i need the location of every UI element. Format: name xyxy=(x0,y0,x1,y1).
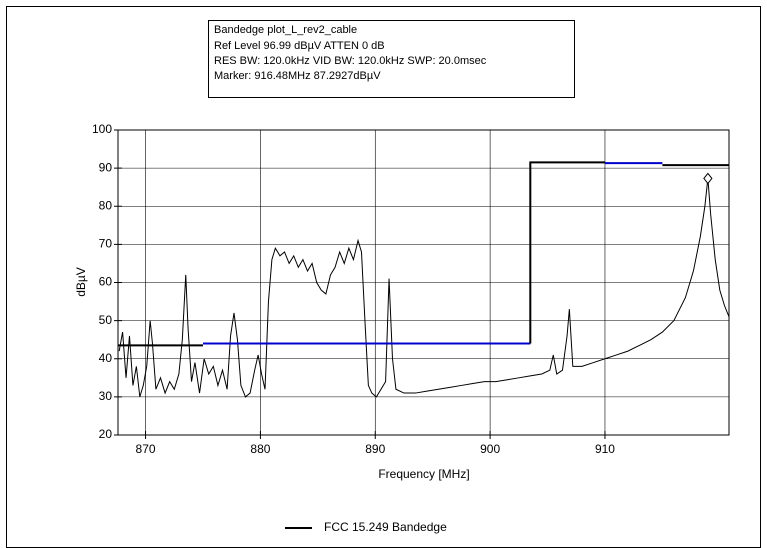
y-tick-label: 80 xyxy=(99,198,113,212)
y-axis-label: dBµV xyxy=(74,267,88,297)
x-tick-label: 890 xyxy=(365,442,385,456)
y-tick-label: 100 xyxy=(92,122,112,136)
y-tick-label: 50 xyxy=(99,313,113,327)
y-tick-label: 70 xyxy=(99,237,113,251)
x-tick-label: 880 xyxy=(250,442,270,456)
plot-border xyxy=(117,129,730,436)
x-tick-label: 870 xyxy=(136,442,156,456)
info-line: Bandedge plot_L_rev2_cable xyxy=(214,24,357,36)
marker xyxy=(703,172,713,185)
info-border xyxy=(208,20,575,98)
info-line: RES BW: 120.0kHz VID BW: 120.0kHz SWP: 2… xyxy=(214,55,487,67)
series-line xyxy=(118,178,730,398)
x-tick-label: 900 xyxy=(480,442,500,456)
y-tick-label: 40 xyxy=(99,351,113,365)
series-line xyxy=(118,161,729,347)
x-tick-label: 910 xyxy=(595,442,615,456)
legend-label: FCC 15.249 Bandedge xyxy=(324,520,447,534)
series-line xyxy=(202,162,663,345)
y-tick-label: 30 xyxy=(99,389,113,403)
y-tick-label: 90 xyxy=(99,160,113,174)
info-line: Marker: 916.48MHz 87.2927dBµV xyxy=(214,70,381,82)
y-tick-label: 20 xyxy=(99,427,113,441)
y-tick-label: 60 xyxy=(99,275,113,289)
info-box: Bandedge plot_L_rev2_cable Ref Level 96.… xyxy=(208,20,575,98)
info-line: Ref Level 96.99 dBµV ATTEN 0 dB xyxy=(214,40,385,52)
x-axis-label: Frequency [MHz] xyxy=(378,467,469,481)
